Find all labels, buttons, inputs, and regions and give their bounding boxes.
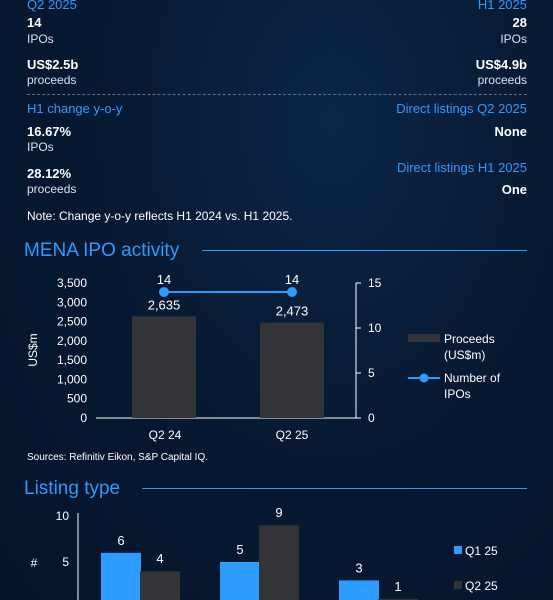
mena-ipo-chart: 0 500 1,000 1,500 2,000 2,500 3,000 3,500 0 5 10 1…	[26, 272, 501, 425]
left-tick-label: 2,000	[57, 334, 87, 348]
legend-q1-25-label: Q1 25	[465, 544, 498, 558]
direct-listings-q2-value: None	[494, 124, 528, 139]
left-tick-label: 3,500	[57, 276, 87, 290]
category-label-q2-24: Q2 24	[148, 428, 182, 442]
h1-2025-proceeds-value: US$4.9b	[475, 57, 527, 72]
right-tick-label: 5	[368, 366, 375, 380]
legend-q1-25-swatch	[454, 546, 462, 554]
h1-change-title: H1 change y-o-y	[27, 101, 123, 116]
legend-ipos-marker	[419, 373, 429, 383]
h1-2025-proceeds-label: proceeds	[477, 73, 527, 87]
proceeds-bar-label: 2,473	[276, 304, 309, 319]
listing-bars: 6 5 3 4 9 1	[101, 505, 418, 600]
left-tick-label: 0	[80, 411, 87, 425]
right-tick-label: 15	[368, 276, 382, 290]
h1-2025-ipos-label: IPOs	[500, 32, 527, 46]
listing-bar-label: 3	[355, 560, 362, 575]
listing-title-rule	[142, 488, 527, 489]
q2-2025-title: Q2 2025	[27, 0, 77, 12]
h1-change-proceeds-label: proceeds	[27, 182, 77, 196]
summary-divider	[27, 94, 527, 95]
listing-type-title: Listing type	[24, 478, 121, 499]
note-text: Note: Change y-o-y reflects H1 2024 vs. …	[27, 209, 293, 223]
ipo-count-point	[287, 287, 297, 297]
h1-2025-ipos-value: 28	[512, 15, 527, 30]
listing-axis-ticks: 5 10	[56, 509, 70, 569]
proceeds-bars: 2,635 2,473	[132, 297, 324, 418]
listing-bar	[339, 580, 379, 600]
q2-2025-proceeds-value: US$2.5b	[27, 57, 79, 72]
category-label-q2-25: Q2 25	[275, 428, 309, 442]
sources-text: Sources: Refinitiv Eikon, S&P Capital IQ…	[27, 452, 209, 463]
legend-proceeds-unit: (US$m)	[444, 348, 485, 362]
listing-tick-label: 5	[62, 555, 69, 569]
ipo-count-point	[159, 287, 169, 297]
listing-bar	[378, 598, 418, 600]
proceeds-bar	[132, 316, 196, 418]
listing-bar	[259, 525, 299, 600]
h1-change-proceeds-value: 28.12%	[27, 166, 72, 181]
proceeds-bar-label: 2,635	[148, 297, 181, 312]
legend-proceeds-swatch	[408, 334, 440, 342]
listing-bar	[220, 562, 260, 600]
left-tick-label: 1,500	[57, 353, 87, 367]
listing-bar-label: 6	[117, 533, 124, 548]
ipo-count-label: 14	[157, 272, 171, 287]
left-tick-label: 500	[67, 392, 87, 406]
direct-listings-h1-value: One	[501, 182, 527, 197]
listing-bar-label: 4	[156, 551, 163, 566]
listing-bar-label: 1	[394, 579, 401, 594]
listing-bar	[140, 571, 180, 600]
mena-title-rule	[202, 250, 527, 251]
legend-q2-25-label: Q2 25	[465, 579, 498, 593]
legend-q2-25-swatch	[454, 581, 462, 589]
left-axis-ticks: 0 500 1,000 1,500 2,000 2,500 3,000 3,500	[57, 276, 87, 425]
direct-listings-q2-title: Direct listings Q2 2025	[396, 101, 527, 116]
mena-ipo-activity-title: MENA IPO activity	[24, 240, 180, 261]
listing-type-chart: # 5 10 6 5 3 4 9 1 Q1 25 Q2 25	[31, 505, 498, 600]
listing-tick-label: 10	[56, 509, 70, 523]
proceeds-bar	[260, 322, 324, 418]
ipo-count-line: 14 14	[157, 272, 299, 297]
ipo-count-label: 14	[285, 272, 299, 287]
legend-proceeds-label: Proceeds	[444, 332, 495, 346]
y-axis-label-hash: #	[31, 556, 38, 570]
left-tick-label: 2,500	[57, 315, 87, 329]
left-tick-label: 1,000	[57, 372, 87, 386]
legend-ipos-label: Number of	[444, 371, 501, 385]
right-axis-ticks: 0 5 10 15	[356, 276, 382, 425]
h1-change-ipos-label: IPOs	[27, 140, 54, 154]
right-tick-label: 0	[368, 411, 375, 425]
q2-2025-ipos-value: 14	[27, 15, 42, 30]
listing-bar	[101, 552, 141, 600]
direct-listings-h1-title: Direct listings H1 2025	[396, 160, 527, 175]
y-axis-label: US$m	[26, 333, 40, 366]
listing-bar-label: 5	[236, 542, 243, 557]
right-tick-label: 10	[368, 321, 382, 335]
listing-bar-label: 9	[275, 505, 282, 520]
q2-2025-ipos-label: IPOs	[27, 32, 54, 46]
q2-2025-proceeds-label: proceeds	[27, 73, 77, 87]
left-tick-label: 3,000	[57, 295, 87, 309]
h1-change-ipos-value: 16.67%	[27, 124, 72, 139]
legend-ipos-label-2: IPOs	[444, 387, 471, 401]
h1-2025-title: H1 2025	[477, 0, 527, 12]
